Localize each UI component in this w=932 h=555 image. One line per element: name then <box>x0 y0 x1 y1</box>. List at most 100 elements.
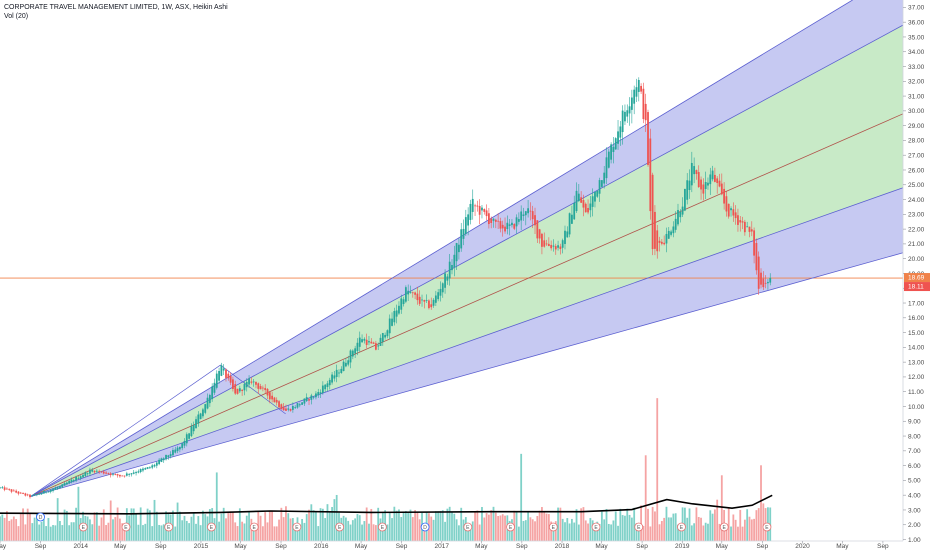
candle-body <box>59 486 61 489</box>
candle-body <box>197 414 200 424</box>
volume-bar <box>199 525 202 541</box>
y-tick-label: 17.00 <box>908 300 925 307</box>
event-marker-icon <box>719 522 729 532</box>
volume-bar <box>476 510 479 541</box>
candle-body <box>22 492 24 494</box>
volume-bar <box>677 524 679 541</box>
volume-bar <box>695 507 698 541</box>
volume-bar <box>591 520 594 541</box>
candle-body <box>704 181 707 190</box>
candle-body <box>331 374 333 383</box>
event-marker-icon <box>420 522 430 532</box>
candle-body <box>446 276 449 281</box>
candle-body <box>451 264 453 271</box>
volume-bar <box>202 510 204 541</box>
volume-bar <box>490 510 493 541</box>
y-tick-label: 28.00 <box>908 138 925 145</box>
candle-body <box>172 450 174 456</box>
volume-bar <box>603 519 606 541</box>
event-marker-icon <box>591 522 601 532</box>
candle-body <box>72 480 75 481</box>
candle-body <box>3 487 6 490</box>
candle-body <box>644 103 647 121</box>
candle-body <box>464 217 467 234</box>
y-tick-label: 31.00 <box>908 93 925 100</box>
event-marker-icon <box>249 522 259 532</box>
volume-bar <box>363 521 366 541</box>
volume-bar <box>697 517 700 541</box>
volume-bar <box>531 519 534 541</box>
volume-bar <box>541 507 543 541</box>
volume-bars: D E E E E E E E E D E E E E E E E E <box>0 398 773 541</box>
volume-bar <box>222 507 225 541</box>
candle-body <box>144 468 147 470</box>
volume-bar <box>658 524 661 541</box>
volume-bar <box>640 505 642 541</box>
x-tick-label: Sep <box>275 543 287 550</box>
candle-body <box>594 191 596 202</box>
x-tick-label: May <box>836 543 849 550</box>
candle-body <box>430 304 433 308</box>
candle-body <box>351 350 354 357</box>
volume-bar <box>112 519 114 541</box>
volume-bar <box>637 524 640 541</box>
candle-body <box>522 214 525 216</box>
candle-body <box>56 487 59 489</box>
volume-bar <box>93 512 96 541</box>
volume-bar <box>550 521 553 541</box>
volume-bar <box>596 521 599 541</box>
volume-bar <box>192 513 195 541</box>
candle-body <box>441 283 444 293</box>
candle-body <box>547 243 550 247</box>
volume-bar <box>409 509 412 541</box>
candle-body <box>487 213 490 225</box>
candle-body <box>178 446 181 450</box>
candle-body <box>261 387 264 389</box>
candle-body <box>734 212 737 219</box>
volume-bar <box>607 523 610 541</box>
candle-body <box>137 471 140 473</box>
volume-bar <box>635 523 638 541</box>
candle-body <box>458 244 460 253</box>
volume-bar <box>497 515 500 541</box>
candle-body <box>317 392 320 396</box>
candle-body <box>335 369 338 377</box>
volume-bar <box>289 518 292 541</box>
candle-body <box>582 200 585 208</box>
event-marker-icon <box>292 522 302 532</box>
volume-bar <box>178 511 181 541</box>
volume-bar <box>275 526 278 541</box>
candle-body <box>169 454 172 457</box>
volume-bar <box>430 516 433 541</box>
candle-body <box>227 373 230 379</box>
candle-body <box>471 198 474 212</box>
candle-body <box>119 474 121 477</box>
candle-body <box>372 342 375 344</box>
candle-body <box>453 254 456 268</box>
candle-body <box>377 345 380 347</box>
candle-body <box>743 221 746 233</box>
volume-bar <box>15 519 18 541</box>
volume-bar <box>347 520 350 541</box>
candle-body <box>162 458 165 461</box>
candle-body <box>158 459 161 465</box>
volume-bar <box>716 499 719 541</box>
candle-body <box>91 470 94 472</box>
volume-bar <box>54 525 57 541</box>
volume-bar <box>365 507 368 541</box>
volume-bar <box>561 518 564 541</box>
fan-line-median <box>30 113 904 498</box>
volume-bar <box>667 517 670 541</box>
price-tag-background <box>904 273 930 283</box>
volume-bar <box>107 522 110 541</box>
volume-bar <box>158 524 161 541</box>
candle-body <box>135 472 137 474</box>
volume-bar <box>753 518 755 541</box>
candle-body <box>342 361 345 371</box>
volume-bar <box>59 521 61 541</box>
candle-body <box>598 180 601 194</box>
candle-body <box>654 211 656 249</box>
candle-body <box>651 174 654 250</box>
volume-bar <box>176 502 179 541</box>
